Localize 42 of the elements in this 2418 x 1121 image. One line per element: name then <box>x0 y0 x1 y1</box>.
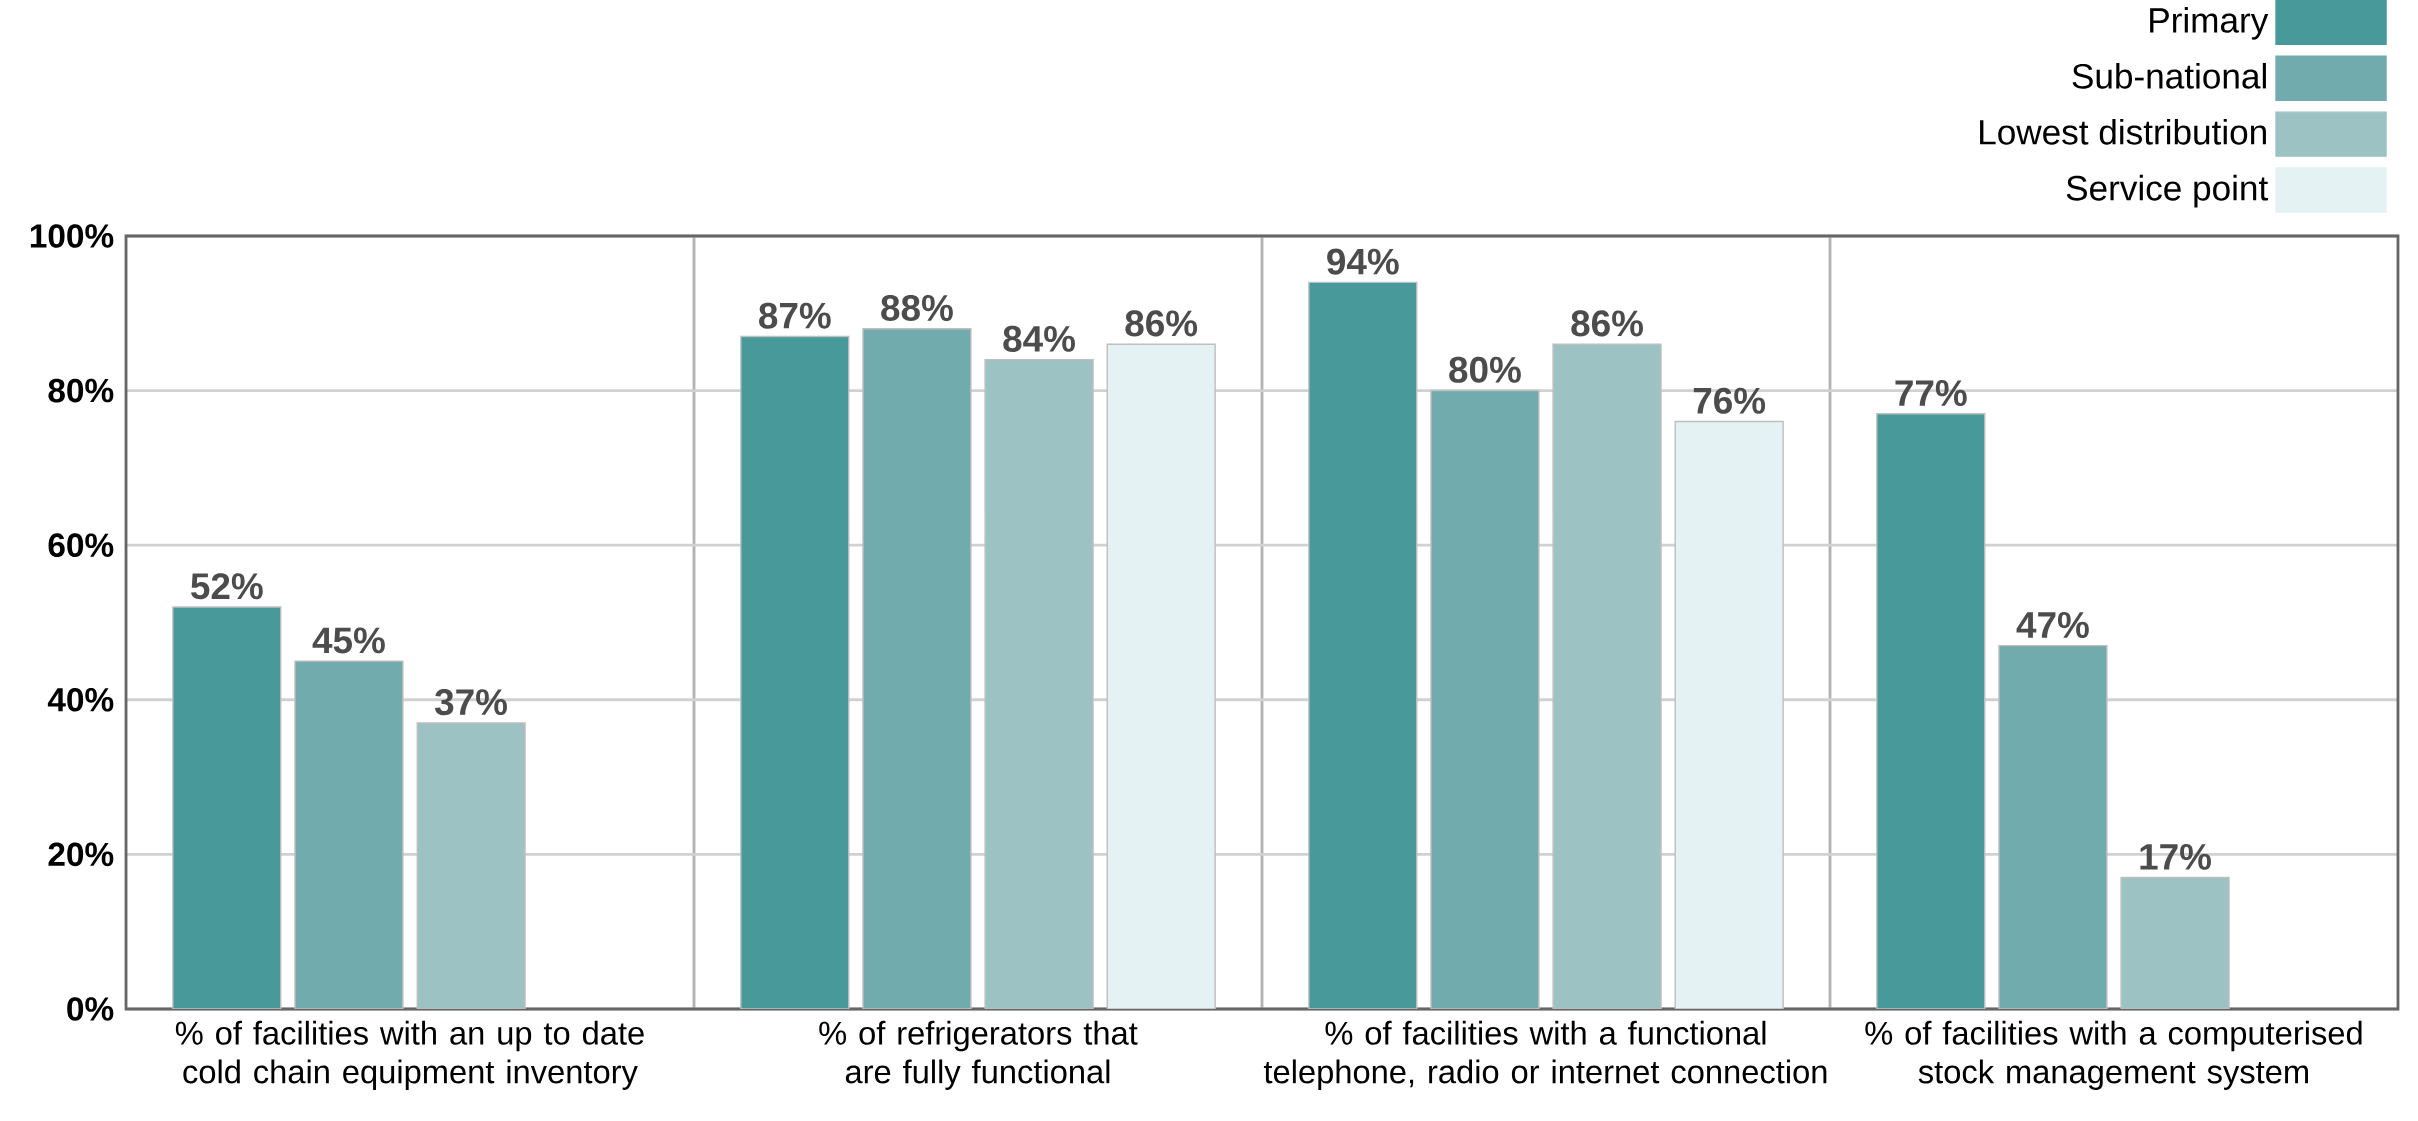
x-tick-label: % of facilities with a computerised stock management system <box>1865 1020 2362 1090</box>
bar <box>1876 413 1986 1009</box>
bar <box>1998 644 2108 1009</box>
data-label: 77% <box>1895 380 1967 407</box>
data-label: 17% <box>2140 843 2211 870</box>
bar <box>172 606 282 1009</box>
y-tick-label: 20% <box>48 842 114 867</box>
data-label: 94% <box>1327 248 1399 275</box>
legend-label: Lowest distribution <box>1980 118 2266 145</box>
bar <box>740 335 850 1009</box>
data-label: 37% <box>434 689 507 716</box>
data-label: 47% <box>2016 612 2089 638</box>
data-label: 86% <box>1571 310 1643 337</box>
x-tick-label: % of facilities with a functional telephone, radio or internet connection <box>1263 1020 1827 1090</box>
data-label: 52% <box>191 573 263 600</box>
y-tick-label: 40% <box>47 687 114 712</box>
bar <box>984 358 1094 1009</box>
bar <box>1430 389 1540 1009</box>
data-label: 87% <box>759 302 831 329</box>
bar <box>416 722 526 1009</box>
bar <box>1106 343 1216 1009</box>
bar <box>1552 343 1662 1009</box>
x-tick-label: % of facilities with an up to date cold chain equipment inventory <box>175 1020 644 1090</box>
data-label: 88% <box>881 294 953 322</box>
legend-label: Sub-national <box>2072 62 2266 89</box>
x-tick-label: % of refrigerators that are fully functional <box>819 1020 1138 1090</box>
legend-label: Primary <box>2150 7 2269 40</box>
bar <box>1674 420 1784 1009</box>
y-tick-label: 0% <box>67 997 114 1021</box>
y-tick-label: 80% <box>48 378 114 403</box>
data-label: 80% <box>1449 356 1521 383</box>
bar <box>294 660 404 1009</box>
data-label: 76% <box>1693 387 1766 414</box>
data-label: 86% <box>1125 310 1198 337</box>
bar <box>862 328 972 1009</box>
legend-label: Service point <box>2066 174 2269 208</box>
bar <box>1308 281 1418 1009</box>
y-tick-label: 60% <box>48 533 114 558</box>
bar <box>2120 876 2230 1009</box>
data-label: 45% <box>312 627 385 654</box>
y-tick-label: 100% <box>30 224 114 248</box>
data-label: 84% <box>1003 325 1075 352</box>
